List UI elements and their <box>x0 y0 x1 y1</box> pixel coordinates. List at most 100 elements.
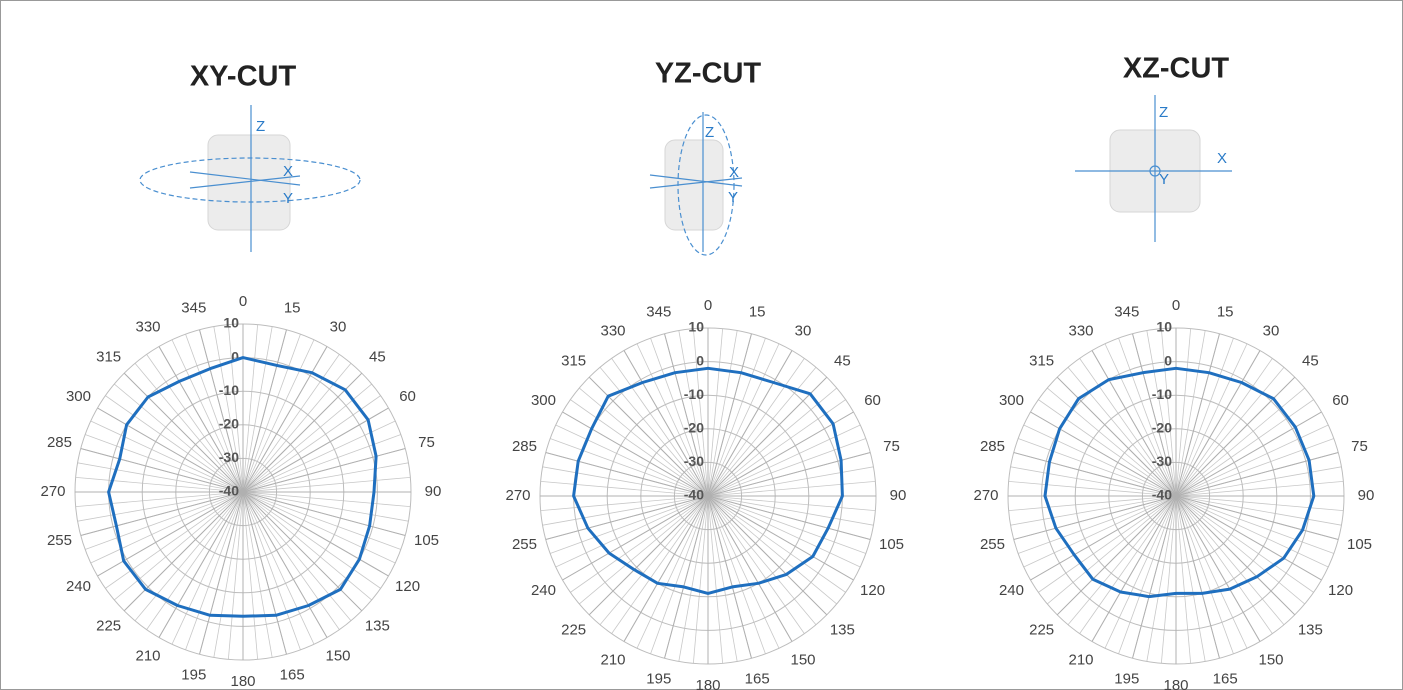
spoke <box>707 495 876 512</box>
angle-label: 135 <box>830 621 855 638</box>
angle-tick <box>1091 350 1177 497</box>
spoke <box>134 363 244 493</box>
angle-tick <box>242 346 328 493</box>
spoke <box>1118 337 1177 497</box>
chart-title: XZ-CUT <box>1123 53 1230 85</box>
spoke <box>540 480 709 497</box>
axis-origin <box>1149 165 1161 177</box>
angle-label: 0 <box>1172 297 1180 314</box>
spoke <box>1008 495 1177 512</box>
angle-tick <box>80 448 244 493</box>
spoke <box>599 367 709 497</box>
spoke <box>707 343 780 497</box>
spoke <box>242 491 352 621</box>
angle-label: 330 <box>600 322 625 339</box>
angle-label: 210 <box>135 648 160 665</box>
spoke <box>549 495 709 554</box>
spoke <box>185 491 244 651</box>
spoke <box>213 491 244 658</box>
angle-tick <box>1175 495 1322 581</box>
angle-tick <box>158 491 244 638</box>
diagram-xy: Z X Y <box>139 105 361 252</box>
spoke <box>692 328 709 497</box>
angle-tick <box>1175 376 1296 497</box>
r-tick-label: -40 <box>1152 487 1172 503</box>
spoke <box>75 491 244 508</box>
angle-label: 255 <box>47 532 72 549</box>
angle-tick <box>1175 495 1261 642</box>
angle-tick <box>1013 495 1177 540</box>
angle-tick <box>707 333 752 497</box>
angle-tick <box>242 491 363 612</box>
spoke <box>707 495 817 625</box>
angle-label: 135 <box>1298 621 1323 638</box>
spoke <box>242 462 409 493</box>
angle-label: 165 <box>1213 670 1238 687</box>
angle-label: 45 <box>834 353 851 370</box>
axis-label: Y <box>728 189 738 206</box>
spoke <box>1175 495 1273 634</box>
angle-label: 150 <box>325 648 350 665</box>
spoke <box>678 330 709 497</box>
spoke <box>227 324 244 493</box>
angle-tick <box>707 495 828 616</box>
spoke <box>1010 495 1177 526</box>
angle-label: 105 <box>414 532 439 549</box>
angle-label: 180 <box>695 677 720 690</box>
chart-title: XY-CUT <box>190 61 297 93</box>
spoke <box>84 434 244 493</box>
spoke <box>242 476 411 493</box>
r-tick-label: -40 <box>219 483 239 499</box>
spoke <box>227 491 244 660</box>
angle-label: 90 <box>1358 487 1375 504</box>
angle-label: 45 <box>369 349 386 366</box>
spoke <box>707 495 846 593</box>
spoke <box>1175 495 1344 512</box>
angle-label: 300 <box>66 388 91 405</box>
pattern-line <box>572 366 844 595</box>
angle-tick <box>97 491 244 577</box>
angle-label: 30 <box>1263 322 1280 339</box>
spoke <box>636 495 709 649</box>
spoke <box>1175 495 1335 554</box>
angle-label: 180 <box>1163 677 1188 690</box>
spoke <box>242 395 381 493</box>
spoke <box>77 462 244 493</box>
angle-tick <box>545 495 709 540</box>
angle-label: 75 <box>418 434 435 451</box>
r-tick-label: 10 <box>223 315 239 331</box>
angle-label: 300 <box>999 392 1024 409</box>
spoke <box>1175 495 1206 662</box>
spoke <box>1047 387 1177 497</box>
angle-label: 0 <box>239 293 247 310</box>
r-tick-label: -10 <box>684 386 704 402</box>
angle-tick <box>623 495 709 642</box>
r-tick-label: -10 <box>1152 386 1172 402</box>
spoke <box>242 491 315 645</box>
angle-tick <box>707 495 793 642</box>
spoke <box>707 495 766 655</box>
angle-label: 240 <box>531 582 556 599</box>
angle-label: 165 <box>745 670 770 687</box>
angle-label: 165 <box>280 666 305 683</box>
r-tick-label: 10 <box>1156 319 1172 335</box>
chart-title: YZ-CUT <box>655 58 762 90</box>
r-tick-label: -30 <box>684 453 704 469</box>
angle-tick <box>242 491 389 577</box>
diagram-yz: Z X Y <box>649 112 743 256</box>
spoke <box>242 491 411 508</box>
angle-tick <box>1013 452 1177 497</box>
angle-label: 285 <box>980 438 1005 455</box>
spoke <box>707 495 724 664</box>
angle-tick <box>1132 333 1177 497</box>
spoke <box>707 495 867 554</box>
r-tick-label: -20 <box>684 420 704 436</box>
spoke <box>542 495 709 526</box>
cut-ellipse <box>139 157 361 203</box>
diagram-xz: Z X Y <box>1075 95 1232 242</box>
angle-tick <box>242 448 406 493</box>
axis <box>649 177 743 189</box>
angle-tick <box>707 495 752 659</box>
angle-tick <box>123 372 244 493</box>
spoke <box>90 420 244 493</box>
